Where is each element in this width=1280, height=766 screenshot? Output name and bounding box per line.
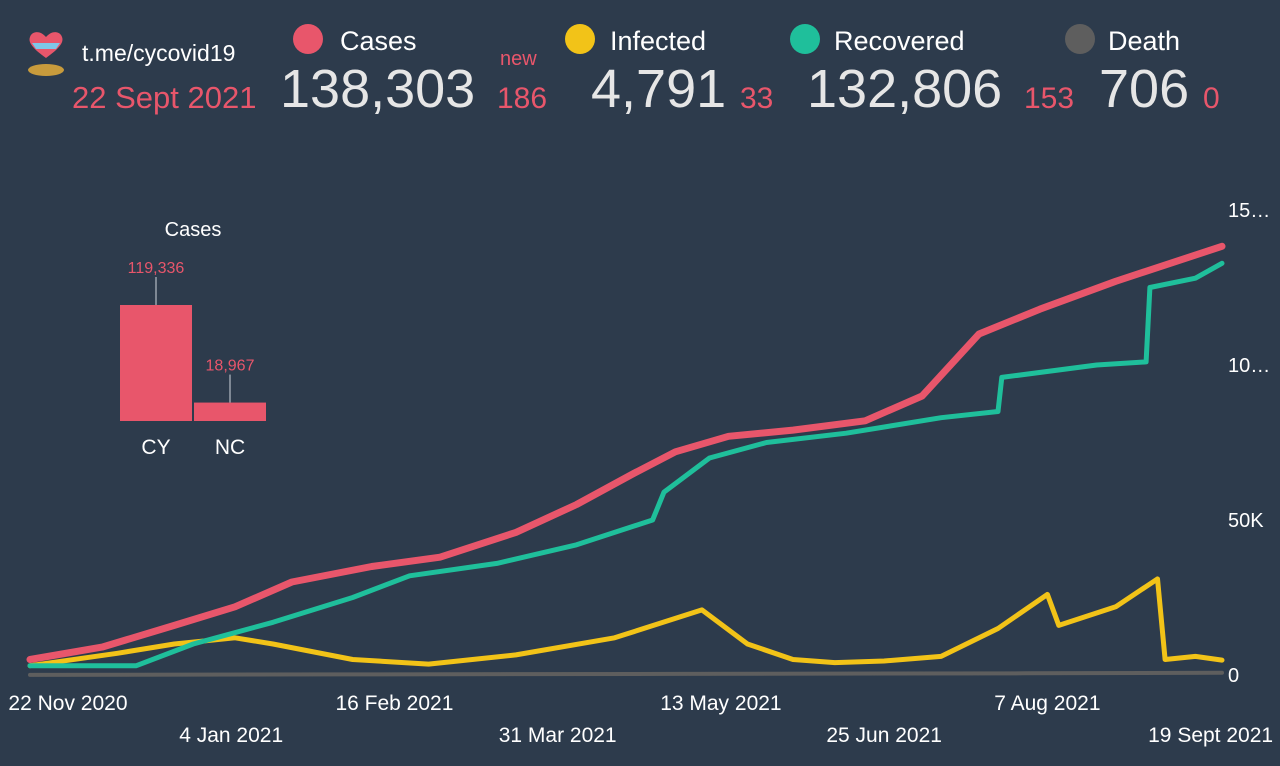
channel-link[interactable]: t.me/cycovid19 (82, 40, 236, 66)
death-new: 0 (1203, 82, 1220, 115)
cases-legend-dot (293, 24, 323, 54)
y-tick-label: 10… (1228, 355, 1270, 377)
infected-new: 33 (740, 82, 774, 115)
series-line-recovered (27, 260, 1225, 669)
y-tick-label: 50K (1228, 510, 1264, 532)
cases-new: 186 (497, 82, 548, 115)
death-total: 706 (1099, 59, 1190, 119)
death-legend-label: Death (1108, 26, 1181, 56)
inset-value-label: 119,336 (128, 260, 185, 277)
x-tick-label: 13 May 2021 (660, 692, 781, 715)
recovered-total: 132,806 (807, 59, 1003, 119)
cases-total: 138,303 (280, 59, 476, 119)
inset-value-label: 18,967 (206, 358, 255, 375)
recovered-legend-label: Recovered (834, 26, 965, 56)
x-tick-label: 7 Aug 2021 (994, 692, 1100, 715)
inset-bar-nc (194, 402, 266, 421)
inset-category-label: CY (141, 436, 170, 459)
x-tick-label: 25 Jun 2021 (826, 724, 942, 747)
series-line-death (28, 670, 1224, 677)
new-label: new (500, 48, 537, 70)
infected-legend-dot (565, 24, 595, 54)
series-line-infected (27, 576, 1225, 669)
inset-category-label: NC (215, 436, 245, 459)
heart-logo-icon (26, 28, 66, 80)
x-tick-label: 22 Nov 2020 (8, 692, 127, 715)
inset-chart-title: Cases (165, 219, 222, 241)
x-tick-label: 4 Jan 2021 (179, 724, 283, 747)
infected-total: 4,791 (591, 59, 727, 119)
x-tick-label: 31 Mar 2021 (499, 724, 617, 747)
report-date: 22 Sept 2021 (72, 80, 257, 115)
inset-bar-cy (120, 305, 192, 421)
recovered-new: 153 (1024, 82, 1075, 115)
x-tick-label: 16 Feb 2021 (335, 692, 453, 715)
x-tick-label: 19 Sept 2021 (1148, 724, 1273, 747)
y-tick-label: 0 (1228, 665, 1239, 687)
infected-legend-label: Infected (610, 26, 707, 56)
series-line-cases (26, 242, 1226, 663)
cases-legend-label: Cases (340, 26, 417, 56)
y-tick-label: 15… (1228, 200, 1270, 222)
death-legend-dot (1065, 24, 1095, 54)
recovered-legend-dot (790, 24, 820, 54)
